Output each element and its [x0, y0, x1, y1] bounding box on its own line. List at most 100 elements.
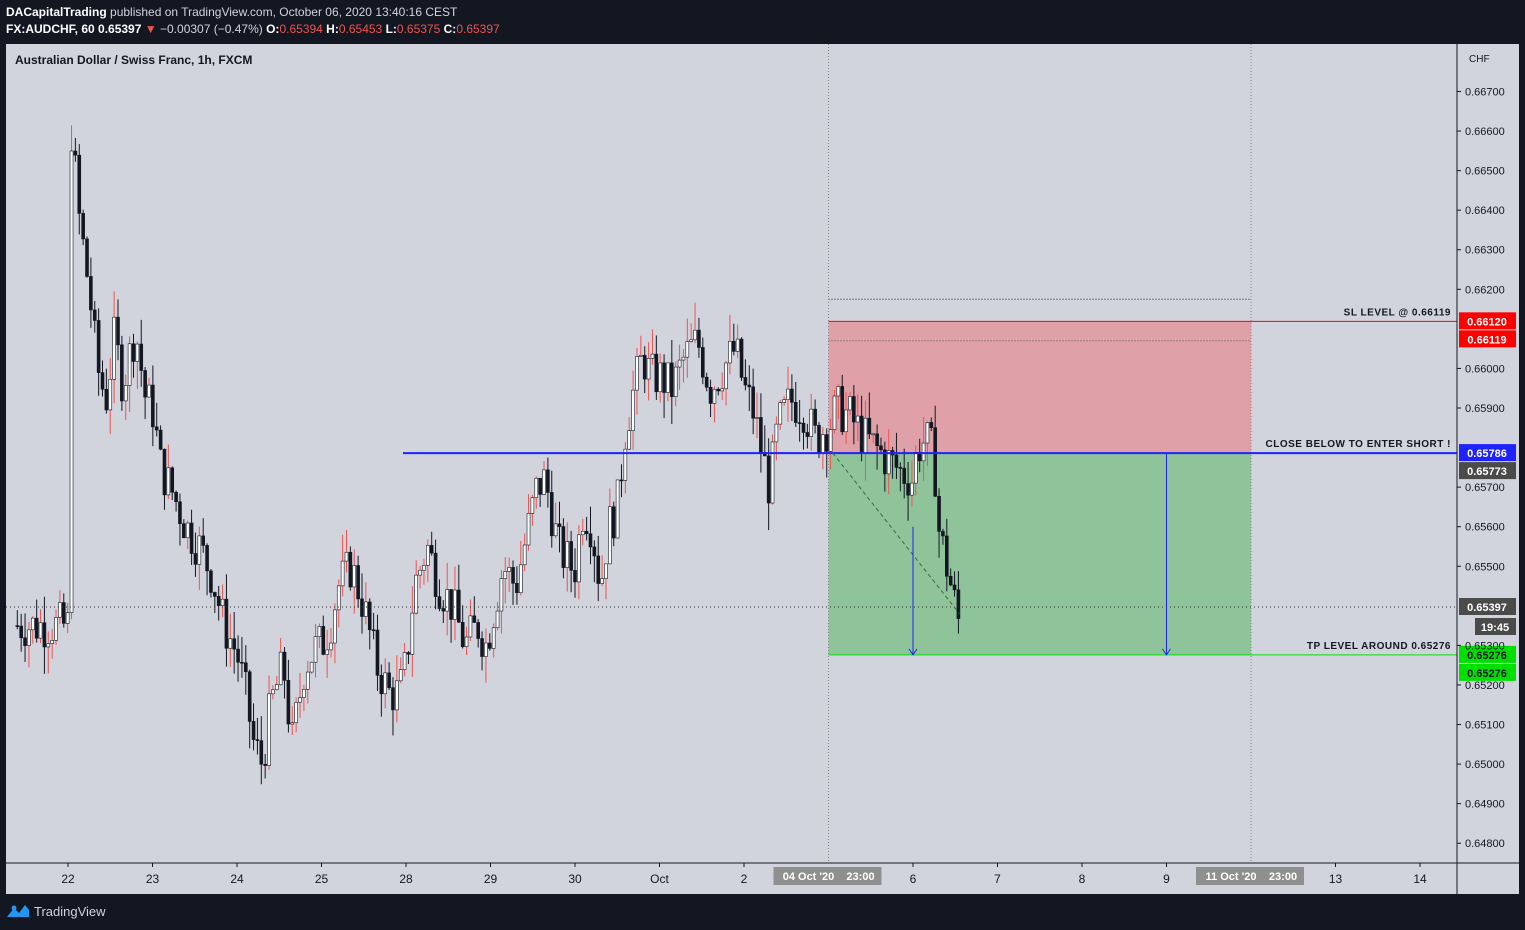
chart-area[interactable]: SL LEVEL @ 0.66119 0.66120 0.66119 CLOSE BE…	[6, 44, 1519, 894]
candle-body	[92, 309, 97, 321]
candle-body	[662, 362, 666, 393]
candle-body	[19, 625, 23, 639]
candle-body	[782, 399, 786, 403]
price-badge-text: 0.66120	[1467, 316, 1507, 328]
price-badge-text: 0.65773	[1467, 466, 1507, 478]
down-arrow-icon: ▼	[144, 22, 157, 36]
y-tick-label: 0.66200	[1465, 284, 1505, 296]
candle-body	[367, 601, 372, 631]
level-label: TP LEVEL AROUND 0.65276	[1307, 641, 1451, 652]
candle-body	[639, 354, 643, 357]
candle-body	[472, 615, 477, 623]
candle-body	[910, 482, 914, 496]
time-badge-date: 11 Oct '20	[1206, 871, 1257, 883]
candle-body	[828, 429, 833, 452]
currency-label: CHF	[1469, 54, 1490, 65]
candle-body	[383, 672, 388, 695]
candle-body	[681, 356, 686, 361]
candle-body	[220, 598, 225, 606]
candle-body	[565, 541, 570, 568]
candle-body	[658, 362, 663, 393]
x-tick-label: Oct	[650, 872, 669, 886]
candle-body	[952, 584, 957, 591]
candle-body	[801, 422, 806, 433]
candle-body	[158, 429, 163, 450]
candle-body	[852, 396, 856, 423]
candle-body	[271, 689, 275, 695]
candle-body	[89, 276, 93, 311]
candle-body	[58, 602, 62, 618]
candle-body	[867, 417, 872, 435]
price-badge-text: 0.65276	[1467, 668, 1507, 680]
candle-body	[352, 565, 357, 588]
candle-body	[321, 626, 326, 655]
candle-body	[453, 589, 457, 620]
candle-body	[697, 329, 701, 348]
y-tick-label: 0.64900	[1465, 799, 1505, 811]
candle-body	[123, 385, 128, 402]
candle-body	[534, 477, 539, 499]
publisher-name[interactable]: DACapitalTrading	[6, 5, 107, 19]
price-change: −0.00307 (−0.47%)	[160, 22, 263, 36]
candle-body	[371, 629, 376, 632]
x-tick-label: 2	[741, 872, 748, 886]
candle-body	[538, 477, 542, 495]
y-tick-label: 0.66700	[1465, 86, 1505, 98]
candle-body	[193, 553, 198, 565]
candle-body	[484, 642, 488, 657]
candle-body	[274, 684, 279, 691]
footer: TradingView	[0, 894, 1525, 930]
candle-body	[38, 622, 43, 639]
tradingview-logo-icon[interactable]	[6, 902, 30, 920]
candle-body	[209, 570, 213, 593]
candle-body	[290, 722, 295, 725]
symbol-label[interactable]: FX:AUDCHF, 60	[6, 22, 95, 36]
last-price-badge	[1459, 598, 1516, 616]
y-tick-label: 0.65100	[1465, 720, 1505, 732]
candle-body	[735, 338, 740, 352]
candle-body	[69, 150, 74, 613]
brand-name[interactable]: TradingView	[34, 904, 106, 919]
candle-body	[364, 601, 368, 617]
candle-body	[786, 388, 790, 400]
candle-body	[317, 626, 322, 637]
candle-body	[824, 434, 829, 452]
y-tick-label: 0.66400	[1465, 205, 1505, 217]
arrow-down-icon	[908, 648, 918, 656]
y-tick-label: 0.66600	[1465, 126, 1505, 138]
candle-body	[948, 575, 953, 586]
y-tick-label: 0.65700	[1465, 482, 1505, 494]
candle-body	[151, 384, 155, 428]
price-badge	[1459, 312, 1516, 330]
candle-body	[515, 583, 519, 594]
x-tick-label: 13	[1329, 872, 1343, 886]
candle-body	[495, 610, 500, 628]
candle-body	[460, 621, 465, 648]
candle-body	[813, 408, 817, 426]
candle-body	[755, 417, 759, 419]
x-tick-label: 14	[1413, 872, 1427, 886]
countdown-text: 19:45	[1481, 622, 1509, 634]
chart-svg[interactable]: SL LEVEL @ 0.66119 0.66120 0.66119 CLOSE BE…	[6, 44, 1519, 894]
candle-body	[731, 340, 736, 352]
y-tick-label: 0.65000	[1465, 759, 1505, 771]
last-price-text: 0.65397	[1467, 602, 1507, 614]
countdown-badge	[1475, 618, 1516, 636]
candle-body	[46, 643, 51, 648]
candle-body	[120, 344, 124, 402]
candle-body	[437, 596, 442, 609]
time-badge	[1196, 867, 1304, 885]
projection-line	[832, 452, 960, 615]
candle-body	[778, 402, 783, 425]
price-badge	[1459, 663, 1516, 681]
last-price: 0.65397	[98, 22, 142, 36]
candle-body	[224, 598, 229, 649]
candle-body	[832, 395, 837, 430]
candle-body	[143, 370, 147, 398]
candle-body	[135, 343, 140, 362]
candle-body	[104, 388, 109, 411]
candle-body	[201, 535, 205, 546]
candle-body	[278, 651, 283, 686]
candle-body	[445, 589, 449, 612]
candle-body	[480, 638, 484, 657]
